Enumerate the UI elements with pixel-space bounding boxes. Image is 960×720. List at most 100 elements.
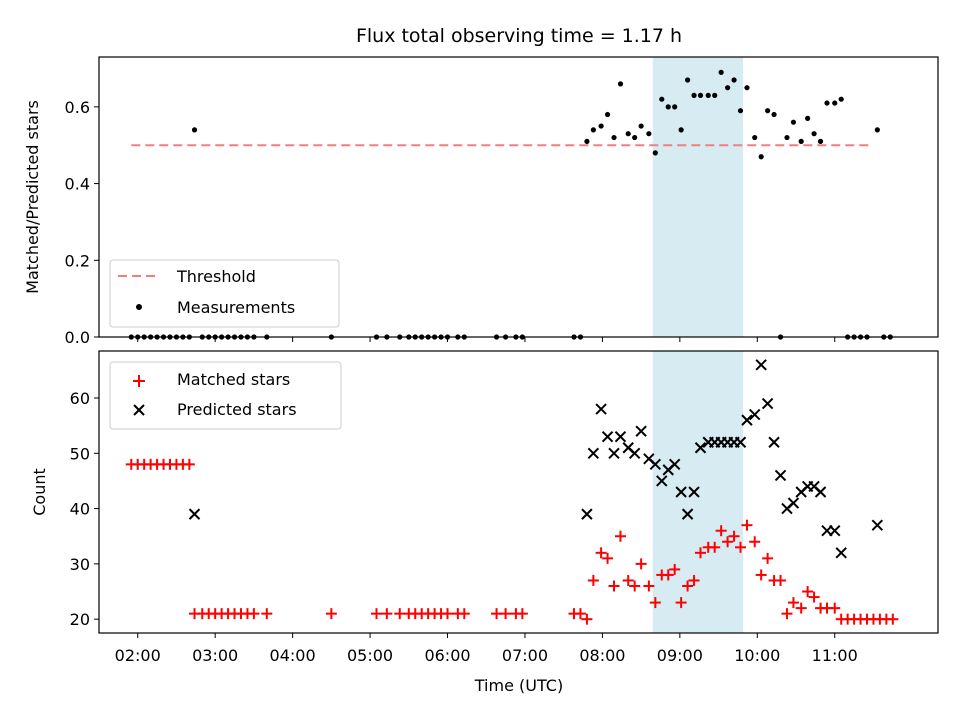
matched-stars-point bbox=[458, 608, 470, 620]
matched-stars-point bbox=[442, 608, 454, 620]
matched-stars-point bbox=[802, 586, 814, 598]
bottom-plot-frame bbox=[98, 350, 939, 634]
matched-stars-point bbox=[500, 608, 512, 620]
predicted-stars-point bbox=[749, 408, 761, 421]
predicted-stars-point bbox=[761, 397, 774, 410]
matched-stars-point bbox=[595, 547, 607, 559]
predicted-stars-point bbox=[787, 497, 800, 509]
measurement-point bbox=[832, 100, 838, 106]
legend-matched-swatch bbox=[133, 375, 145, 387]
matched-stars-point bbox=[643, 580, 655, 592]
y-tick-label: 20 bbox=[70, 610, 90, 629]
measurement-point bbox=[611, 134, 617, 141]
measurement-point bbox=[659, 96, 665, 102]
matched-stars-point bbox=[682, 580, 694, 592]
x-tick-label: 10:00 bbox=[734, 646, 780, 665]
predicted-stars-point bbox=[755, 359, 767, 371]
matched-stars-point bbox=[261, 608, 273, 620]
measurement-point bbox=[684, 77, 691, 83]
measurement-point bbox=[824, 100, 830, 106]
predicted-stars-point bbox=[871, 519, 884, 531]
measurement-point bbox=[744, 85, 750, 91]
measurement-point bbox=[874, 127, 880, 133]
matched-stars-point bbox=[775, 574, 787, 586]
legend-predicted-swatch bbox=[133, 404, 145, 416]
x-tick-label: 06:00 bbox=[424, 646, 470, 665]
predicted-stars-point bbox=[608, 447, 620, 460]
predicted-stars-point bbox=[668, 458, 681, 471]
predicted-stars-point bbox=[835, 547, 847, 559]
matched-stars-point bbox=[887, 613, 899, 625]
measurement-point bbox=[790, 119, 797, 125]
measurement-point bbox=[705, 92, 711, 98]
measurement-point bbox=[838, 96, 844, 102]
legend-threshold-label: Threshold bbox=[176, 267, 256, 286]
predicted-stars-point bbox=[768, 436, 780, 448]
predicted-stars-point bbox=[675, 486, 687, 498]
x-tick-label: 05:00 bbox=[347, 646, 393, 665]
matched-stars-point bbox=[371, 608, 383, 620]
measurement-point bbox=[718, 69, 724, 75]
measurement-point bbox=[191, 127, 198, 133]
predicted-stars-point bbox=[635, 425, 647, 437]
predicted-stars-point bbox=[601, 430, 614, 443]
measurement-point bbox=[811, 131, 817, 137]
predicted-stars-point bbox=[614, 430, 627, 443]
x-tick-label: 03:00 bbox=[192, 646, 238, 665]
legend-matched-label: Matched stars bbox=[177, 370, 290, 389]
matched-stars-point bbox=[709, 541, 721, 553]
measurement-point bbox=[672, 104, 678, 110]
matched-stars-point bbox=[581, 613, 593, 625]
matched-stars-point bbox=[688, 574, 700, 586]
predicted-stars-point bbox=[774, 469, 787, 482]
top-legend: Threshold Measurements bbox=[109, 259, 340, 328]
x-tick-label: 04:00 bbox=[270, 646, 316, 665]
matched-stars-point bbox=[735, 541, 747, 553]
measurement-point bbox=[691, 92, 697, 98]
measurement-point bbox=[758, 154, 764, 160]
measurement-point bbox=[638, 123, 644, 129]
y-tick-label: 0.2 bbox=[65, 251, 90, 270]
matched-stars-point bbox=[622, 574, 634, 586]
matched-stars-point bbox=[602, 552, 614, 564]
top-plot-frame bbox=[98, 56, 939, 338]
bottom-legend: Matched stars Predicted stars bbox=[109, 361, 342, 430]
predicted-stars-point bbox=[595, 403, 607, 415]
measurement-point bbox=[652, 150, 658, 156]
matched-stars-point bbox=[749, 536, 761, 548]
predicted-stars-point bbox=[581, 508, 593, 520]
bottom-y-axis-label: Count bbox=[30, 468, 49, 516]
y-tick-label: 30 bbox=[70, 555, 90, 574]
matched-stars-point bbox=[829, 602, 841, 614]
matched-stars-point bbox=[381, 608, 393, 620]
matched-stars-point bbox=[516, 608, 528, 620]
matched-stars-point bbox=[741, 519, 753, 531]
matched-stars-point bbox=[614, 530, 626, 542]
matched-stars-point bbox=[662, 569, 674, 581]
matched-stars-point bbox=[248, 608, 260, 620]
measurement-point bbox=[584, 138, 590, 144]
x-tick-label: 09:00 bbox=[657, 646, 703, 665]
matched-stars-point bbox=[694, 547, 706, 559]
measurement-point bbox=[617, 81, 624, 87]
top-panel: Flux total observing time = 1.17 h 0.0 0.… bbox=[23, 25, 939, 347]
matched-stars-point bbox=[587, 574, 599, 586]
matched-stars-point bbox=[608, 580, 620, 592]
top-shaded-interval bbox=[652, 57, 744, 337]
y-tick-label: 0.0 bbox=[65, 328, 90, 347]
predicted-stars-point bbox=[681, 508, 694, 520]
legend-measurements-swatch bbox=[136, 304, 142, 310]
predicted-stars-point bbox=[741, 414, 753, 426]
matched-stars-point bbox=[649, 597, 661, 609]
matched-stars-point bbox=[635, 558, 647, 570]
bottom-panel: 20 30 40 50 60 02:00 03:00 04:00 05:00 06:00 07:0… bbox=[30, 350, 939, 695]
x-tick-label: 07:00 bbox=[502, 646, 548, 665]
legend-predicted-label: Predicted stars bbox=[177, 400, 297, 419]
measurement-point bbox=[771, 111, 777, 118]
matched-stars-point bbox=[325, 608, 337, 620]
measurement-point bbox=[665, 104, 671, 110]
bottom-shaded-interval bbox=[652, 351, 744, 633]
measurement-point bbox=[590, 127, 596, 133]
measurement-point bbox=[805, 115, 811, 121]
